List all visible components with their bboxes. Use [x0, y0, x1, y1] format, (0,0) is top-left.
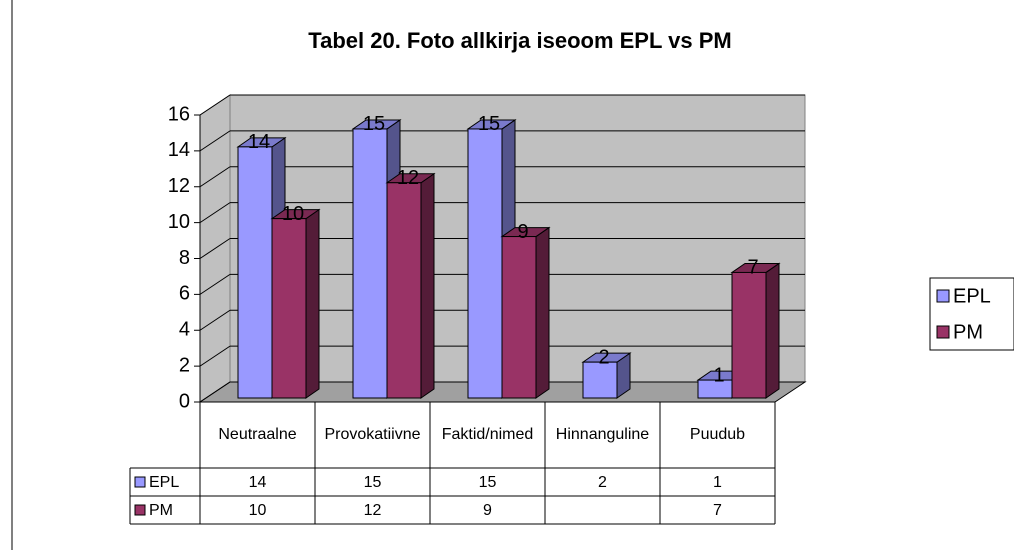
bar [271, 218, 307, 399]
table-value: 14 [249, 474, 267, 491]
table-category: Neutraalne [218, 426, 297, 443]
grid-line [199, 166, 231, 188]
bar-side [305, 208, 320, 399]
y-tick-label: 16 [168, 103, 190, 125]
data-label: 12 [397, 167, 419, 189]
y-tick-label: 14 [168, 139, 190, 161]
data-label: 15 [478, 113, 500, 135]
grid-line [199, 309, 231, 331]
table-series-name: PM [149, 502, 173, 519]
grid-line [199, 238, 231, 259]
table-category: Faktid/nimed [441, 426, 534, 443]
data-label: 15 [363, 113, 385, 135]
y-tick-label: 0 [179, 390, 190, 412]
table-value: 10 [249, 502, 267, 519]
table-key [134, 504, 146, 516]
bar [582, 361, 618, 399]
bar [237, 146, 273, 399]
data-label: 1 [713, 364, 724, 386]
category-label: Provokatiivne [324, 426, 421, 443]
chart-title: Tabel 20. Foto allkirja iseoom EPL vs PM [308, 28, 731, 53]
bar [386, 182, 422, 399]
table-value: 7 [713, 502, 722, 519]
table-value: 1 [713, 474, 722, 491]
grid-line [199, 130, 231, 152]
grid-line [199, 202, 231, 224]
bar [731, 271, 767, 399]
grid-line [199, 381, 231, 403]
grid-line [199, 345, 231, 367]
legend-key [936, 289, 950, 303]
y-tick-label: 8 [179, 247, 190, 269]
bar-side [765, 262, 780, 399]
category-label: Hinnanguline [555, 426, 650, 443]
y-tick-label: 4 [179, 319, 190, 341]
legend-label: EPL [953, 285, 991, 307]
category-label: Puudub [689, 426, 746, 443]
y-tick-label: 12 [168, 175, 190, 197]
category-label: Faktid/nimed [441, 426, 534, 443]
table-value: 12 [364, 502, 382, 519]
data-label: 2 [598, 346, 609, 368]
data-label: 9 [517, 221, 528, 243]
bar [501, 236, 537, 399]
grid-line [199, 273, 231, 295]
table-category: Hinnanguline [555, 426, 650, 443]
category-label: Neutraalne [218, 426, 297, 443]
bar-side [420, 172, 435, 399]
legend-key [936, 325, 950, 339]
legend-label: PM [953, 321, 983, 343]
y-tick-label: 10 [168, 211, 190, 233]
data-label: 7 [747, 257, 758, 279]
table-category: Puudub [689, 426, 746, 443]
y-tick-label: 6 [179, 283, 190, 305]
data-label: 10 [282, 203, 304, 225]
table-value: 2 [598, 474, 607, 491]
table-category: Provokatiivne [324, 426, 421, 443]
grid-line [199, 94, 231, 116]
table-value: 9 [483, 502, 492, 519]
data-label: 14 [248, 131, 270, 153]
table-value: 15 [364, 474, 382, 491]
table-series-name: EPL [149, 474, 179, 491]
table-key [134, 476, 146, 488]
bar-side [535, 226, 550, 399]
table-value: 15 [479, 474, 497, 491]
y-tick-label: 2 [179, 354, 190, 376]
bar [467, 128, 503, 399]
bar [352, 128, 388, 399]
